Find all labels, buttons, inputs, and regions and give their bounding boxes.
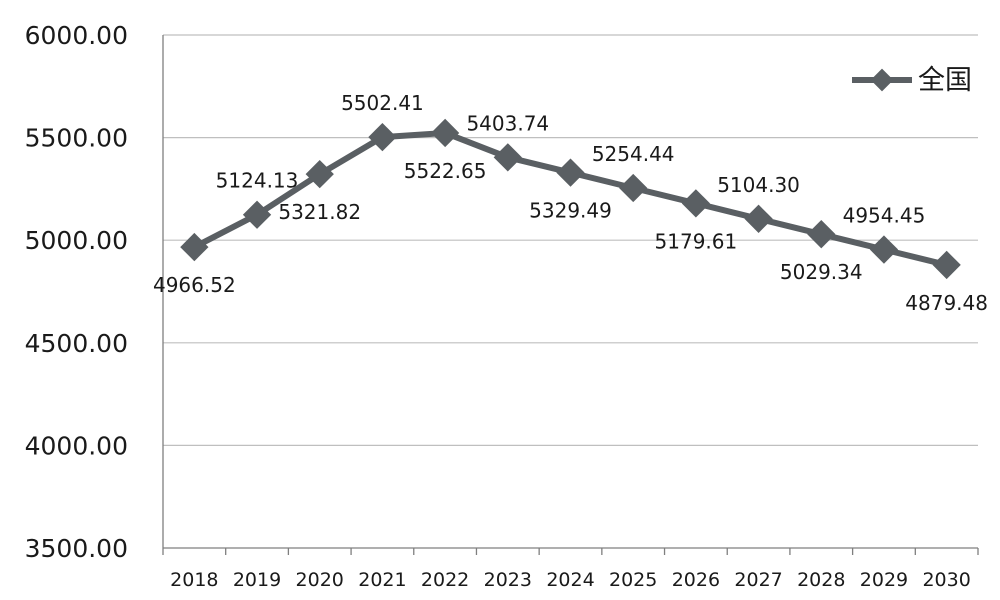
- data-point-2024: [556, 158, 585, 187]
- data-point-2021: [368, 122, 397, 152]
- data-point-2028: [807, 220, 836, 249]
- data-point-2025: [619, 173, 648, 203]
- y-tick-label: 6000.00: [25, 21, 128, 50]
- legend: 全国: [852, 65, 972, 96]
- data-label-2023: 5403.74: [466, 111, 549, 135]
- data-label-2026: 5179.61: [655, 229, 738, 253]
- y-tick-label: 4500.00: [25, 329, 128, 358]
- x-tick-label: 2030: [922, 569, 970, 591]
- data-point-2029: [869, 235, 899, 264]
- y-axis-tick-labels: 3500.00 4000.00 4500.00 5000.00 5500.00 6000.…: [25, 21, 128, 563]
- x-tick-label: 2020: [296, 569, 344, 591]
- data-point-2023: [493, 143, 522, 172]
- x-tick-label: 2029: [860, 569, 908, 591]
- x-tick-label: 2021: [358, 569, 406, 591]
- x-tick-label: 2018: [170, 569, 218, 591]
- legend-label: 全国: [918, 65, 972, 96]
- data-label-2019: 5124.13: [216, 169, 299, 193]
- data-label-2030: 4879.48: [905, 291, 988, 315]
- y-tick-label: 5500.00: [25, 124, 128, 153]
- legend-marker-swatch: [870, 68, 894, 92]
- data-point-2018: [180, 232, 209, 262]
- data-label-2027: 5104.30: [717, 173, 800, 197]
- axes: [162, 35, 979, 555]
- y-tick-label: 4000.00: [25, 431, 128, 460]
- data-label-2018: 4966.52: [153, 273, 236, 297]
- data-point-2027: [744, 204, 773, 233]
- data-point-2022: [430, 118, 460, 148]
- x-tick-label: 2023: [484, 569, 532, 591]
- data-label-2029: 4954.45: [843, 204, 926, 228]
- gridlines: [163, 34, 978, 446]
- data-label-2020: 5321.82: [278, 200, 361, 224]
- x-tick-label: 2025: [609, 569, 657, 591]
- data-label-2021: 5502.41: [341, 91, 424, 115]
- data-label-2025: 5254.44: [592, 142, 675, 166]
- data-label-2028: 5029.34: [780, 260, 863, 284]
- data-point-2019: [242, 200, 272, 229]
- y-tick-label: 3500.00: [25, 534, 128, 563]
- data-label-2024: 5329.49: [529, 199, 612, 223]
- data-label-2022: 5522.65: [404, 159, 487, 183]
- x-tick-label: 2026: [672, 569, 720, 591]
- y-tick-label: 5000.00: [25, 226, 128, 255]
- x-axis-tick-labels: 2018 2019 2020 2021 2022 2023 2024 2025 2026 2027…: [170, 569, 971, 591]
- data-point-2026: [681, 189, 711, 218]
- x-tick-label: 2024: [546, 569, 594, 591]
- x-tick-label: 2019: [233, 569, 281, 591]
- x-tick-label: 2027: [734, 569, 782, 591]
- x-tick-label: 2028: [797, 569, 845, 591]
- data-point-2030: [932, 250, 961, 280]
- data-labels: 4966.52 5124.13 5321.82 5502.41 5522.65 5403.…: [153, 91, 988, 315]
- x-tick-label: 2022: [421, 569, 469, 591]
